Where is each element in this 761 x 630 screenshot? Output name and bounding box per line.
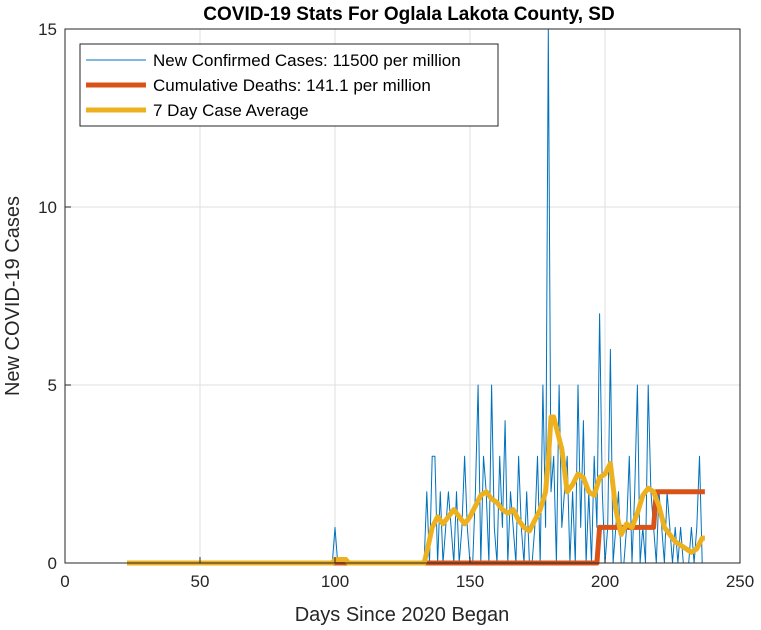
y-tick-label: 15 [38,20,57,39]
legend: New Confirmed Cases: 11500 per million C… [79,43,499,127]
y-tick-label: 10 [38,198,57,217]
axes-box [64,28,741,564]
x-tick-label: 200 [591,572,619,591]
chart-title: COVID-19 Stats For Oglala Lakota County,… [203,4,614,25]
axis-ticks: 0 50 100 150 200 250 0 5 10 15 [38,20,754,591]
y-tick-label: 5 [48,376,57,395]
x-tick-label: 0 [60,572,69,591]
x-tick-label: 100 [321,572,349,591]
legend-label-average: 7 Day Case Average [153,101,309,120]
legend-label-deaths: Cumulative Deaths: 141.1 per million [153,76,431,95]
y-tick-label: 0 [48,554,57,573]
legend-label-new-cases: New Confirmed Cases: 11500 per million [153,51,461,70]
legend-box [79,43,499,127]
x-axis-label: Days Since 2020 Began [295,604,510,626]
x-tick-label: 250 [726,572,754,591]
x-tick-label: 150 [456,572,484,591]
series-line-7day-average [127,414,705,566]
x-tick-label: 50 [191,572,210,591]
y-axis-label: New COVID-19 Cases [2,196,24,396]
series-line-new-cases [127,28,705,564]
